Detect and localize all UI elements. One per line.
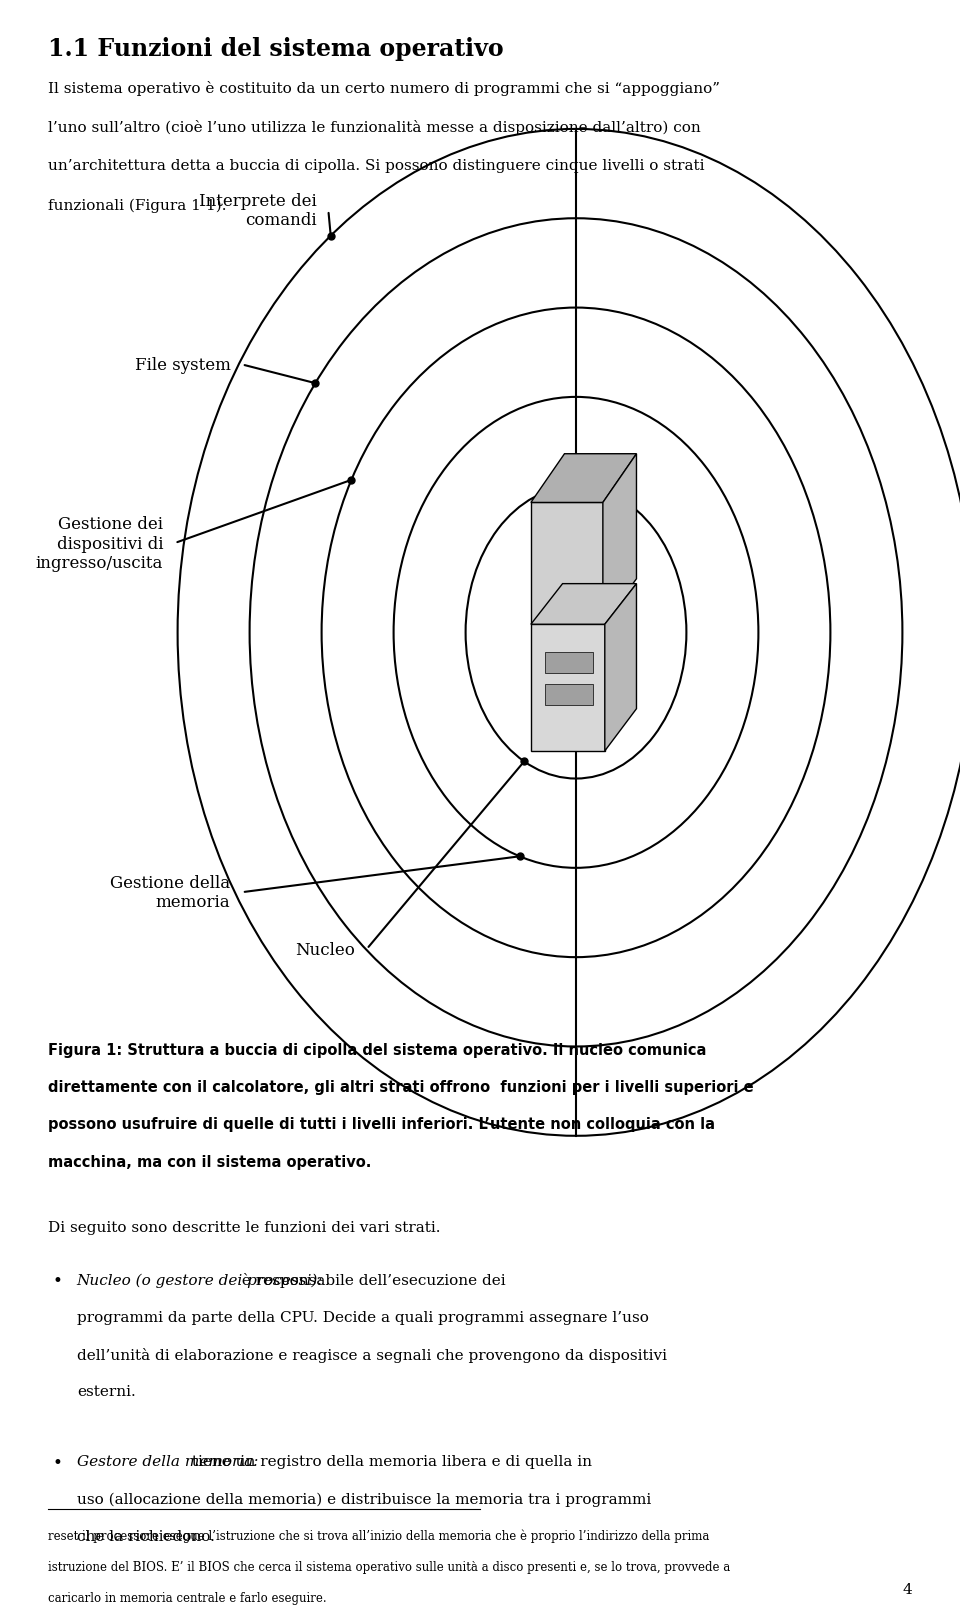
Text: Gestione dei
dispositivi di
ingresso/uscita: Gestione dei dispositivi di ingresso/usc…: [36, 516, 163, 571]
Text: Interprete dei
comandi: Interprete dei comandi: [199, 193, 317, 229]
Polygon shape: [531, 625, 605, 751]
Text: Nucleo: Nucleo: [296, 941, 355, 958]
Polygon shape: [605, 584, 636, 751]
Text: •: •: [53, 1272, 62, 1289]
Text: è responsabile dell’esecuzione dei: è responsabile dell’esecuzione dei: [236, 1272, 505, 1287]
Text: Nucleo (o gestore dei processi):: Nucleo (o gestore dei processi):: [77, 1272, 324, 1287]
Text: Gestione della
memoria: Gestione della memoria: [110, 875, 230, 911]
Text: che la richiedono.: che la richiedono.: [77, 1529, 215, 1543]
Text: reset il processore esegue l’istruzione che si trova all’inizio della memoria ch: reset il processore esegue l’istruzione …: [48, 1529, 709, 1542]
Text: 1.1 Funzioni del sistema operativo: 1.1 Funzioni del sistema operativo: [48, 37, 504, 62]
Text: tiene un registro della memoria libera e di quella in: tiene un registro della memoria libera e…: [186, 1454, 591, 1469]
Text: Di seguito sono descritte le funzioni dei vari strati.: Di seguito sono descritte le funzioni de…: [48, 1220, 441, 1235]
Text: macchina, ma con il sistema operativo.: macchina, ma con il sistema operativo.: [48, 1154, 372, 1169]
Text: possono usufruire di quelle di tutti i livelli inferiori. L’utente non colloquia: possono usufruire di quelle di tutti i l…: [48, 1117, 715, 1131]
Text: caricarlo in memoria centrale e farlo eseguire.: caricarlo in memoria centrale e farlo es…: [48, 1591, 326, 1604]
Text: Figura 1: Struttura a buccia di cipolla del sistema operativo. Il nucleo comunic: Figura 1: Struttura a buccia di cipolla …: [48, 1042, 707, 1057]
Text: istruzione del BIOS. E’ il BIOS che cerca il sistema operativo sulle unità a dis: istruzione del BIOS. E’ il BIOS che cerc…: [48, 1560, 731, 1573]
Text: un’architettura detta a buccia di cipolla. Si possono distinguere cinque livelli: un’architettura detta a buccia di cipoll…: [48, 159, 705, 174]
Text: File system: File system: [134, 357, 230, 373]
Text: uso (allocazione della memoria) e distribuisce la memoria tra i programmi: uso (allocazione della memoria) e distri…: [77, 1492, 651, 1506]
Text: funzionali (Figura 1-1).: funzionali (Figura 1-1).: [48, 198, 227, 213]
Polygon shape: [545, 685, 593, 706]
Text: dell’unità di elaborazione e reagisce a segnali che provengono da dispositivi: dell’unità di elaborazione e reagisce a …: [77, 1347, 667, 1362]
Text: direttamente con il calcolatore, gli altri strati offrono  funzioni per i livell: direttamente con il calcolatore, gli alt…: [48, 1079, 754, 1094]
Polygon shape: [603, 454, 636, 625]
Polygon shape: [531, 503, 603, 625]
Text: programmi da parte della CPU. Decide a quali programmi assegnare l’uso: programmi da parte della CPU. Decide a q…: [77, 1310, 649, 1324]
Polygon shape: [531, 454, 636, 503]
Polygon shape: [545, 652, 593, 674]
Text: l’uno sull’altro (cioè l’uno utilizza le funzionalità messe a disposizione dall’: l’uno sull’altro (cioè l’uno utilizza le…: [48, 120, 701, 135]
Text: esterni.: esterni.: [77, 1384, 135, 1399]
Text: •: •: [53, 1454, 62, 1470]
Text: 4: 4: [902, 1582, 912, 1597]
Text: Gestore della memoria:: Gestore della memoria:: [77, 1454, 258, 1469]
Text: Il sistema operativo è costituito da un certo numero di programmi che si “appogg: Il sistema operativo è costituito da un …: [48, 81, 720, 96]
Polygon shape: [531, 584, 636, 625]
